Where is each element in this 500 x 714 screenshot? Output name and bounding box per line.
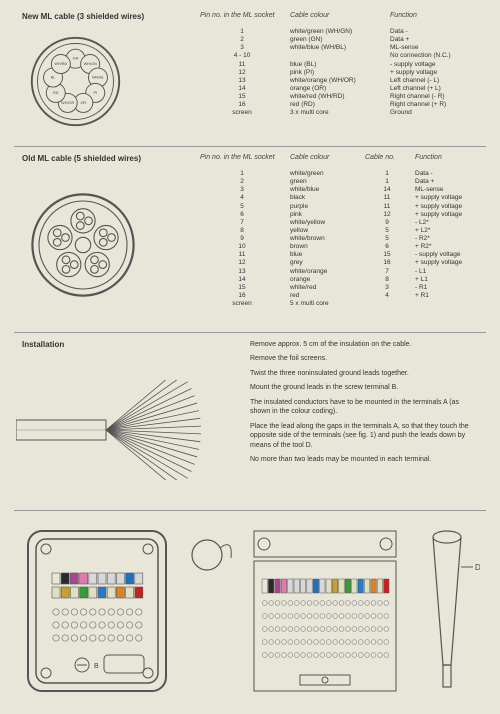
- table-row: 10brown6+ R2*: [200, 243, 468, 251]
- tool-d-diagram: D: [425, 525, 480, 700]
- divider-3: [14, 510, 486, 511]
- junction-box-diagram: B: [22, 525, 172, 700]
- table-row: 6pink12+ supply voltage: [200, 211, 468, 219]
- install-step: Twist the three noninsulated ground lead…: [250, 369, 480, 378]
- section1-header-row: Pin no. in the ML socket Cable colour Fu…: [200, 12, 423, 21]
- old-cable-diagram: [28, 190, 138, 300]
- install-step: The insulated conductors have to be moun…: [250, 398, 480, 417]
- table-row: screen3 x multi coreGround: [200, 109, 457, 117]
- table-row: 14orange8+ L1: [200, 276, 468, 284]
- install-step: No more than two leads may be mounted in…: [250, 455, 480, 464]
- table-row: 1white/green1Data -: [200, 170, 468, 178]
- svg-text:GN: GN: [73, 57, 79, 61]
- table-row: 12pink (PI)+ supply voltage: [200, 69, 457, 77]
- table-row: 4 - 10No connection (N.C.): [200, 52, 457, 60]
- table-row: 14orange (OR)Left channel (+ L): [200, 85, 457, 93]
- table-row: 1white/green (WH/GN)Data -: [200, 28, 457, 36]
- section2-header-row: Pin no. in the ML socket Cable colour Ca…: [200, 154, 448, 163]
- table-row: screen5 x multi core: [200, 300, 468, 308]
- svg-text:RD: RD: [53, 91, 59, 95]
- hdr2-cable: Cable no.: [365, 154, 415, 163]
- hdr-func: Function: [390, 12, 423, 21]
- table-row: 7white/yellow9- L2*: [200, 219, 468, 227]
- install-step: Remove approx. 5 cm of the insulation on…: [250, 340, 480, 349]
- table-row: 3white/blue (WH/BL)ML-sense: [200, 44, 457, 52]
- terminal-strip-diagram: [250, 525, 400, 700]
- section2-table: 1white/green1Data -2green1Data +3white/b…: [200, 170, 468, 308]
- svg-text:WH/GN: WH/GN: [84, 62, 97, 66]
- stripped-cable-diagram: [16, 380, 216, 480]
- table-row: 4black11+ supply voltage: [200, 194, 468, 202]
- svg-text:WH/OR: WH/OR: [61, 101, 74, 105]
- table-row: 15white/red3- R1: [200, 284, 468, 292]
- hdr-pin: Pin no. in the ML socket: [200, 12, 290, 21]
- table-row: 13white/orange (WH/OR)Left channel (- L): [200, 77, 457, 85]
- table-row: 15white/red (WH/RD)Right channel (- R): [200, 93, 457, 101]
- table-row: 9white/brown5- R2*: [200, 235, 468, 243]
- table-row: 5purple11+ supply voltage: [200, 203, 468, 211]
- svg-text:OR: OR: [80, 101, 86, 105]
- hdr2-pin: Pin no. in the ML socket: [200, 154, 290, 163]
- tool-d-label: D: [475, 563, 480, 572]
- svg-text:B: B: [94, 663, 99, 670]
- section1-title: New ML cable (3 shielded wires): [22, 12, 144, 21]
- table-row: 11blue15- supply voltage: [200, 251, 468, 259]
- hdr-colour: Cable colour: [290, 12, 390, 21]
- table-row: 8yellow5+ L2*: [200, 227, 468, 235]
- table-row: 16red4+ R1: [200, 292, 468, 300]
- svg-text:BL: BL: [51, 76, 56, 80]
- table-row: 11blue (BL)- supply voltage: [200, 61, 457, 69]
- table-row: 12grey16+ supply voltage: [200, 259, 468, 267]
- divider-1: [14, 146, 486, 147]
- table-row: 2green1Data +: [200, 178, 468, 186]
- hdr2-colour: Cable colour: [290, 154, 365, 163]
- divider-2: [14, 332, 486, 333]
- new-cable-diagram: GN WH/GN WH/BL PI OR WH/OR RD BL WH/RD: [28, 34, 123, 129]
- wire-loop-icon: [185, 530, 235, 580]
- svg-text:WH/RD: WH/RD: [54, 62, 67, 66]
- installation-steps: Remove approx. 5 cm of the insulation on…: [250, 340, 480, 469]
- table-row: 16red (RD)Right channel (+ R): [200, 101, 457, 109]
- table-row: 2green (GN)Data +: [200, 36, 457, 44]
- hdr2-func: Function: [415, 154, 448, 163]
- svg-text:WH/BL: WH/BL: [92, 76, 104, 80]
- section2-title: Old ML cable (5 shielded wires): [22, 154, 141, 163]
- table-row: 3white/blue14ML-sense: [200, 186, 468, 194]
- svg-text:PI: PI: [93, 91, 97, 95]
- install-step: Place the lead along the gaps in the ter…: [250, 422, 480, 450]
- install-step: Remove the foil screens.: [250, 354, 480, 363]
- section1-table: 1white/green (WH/GN)Data -2green (GN)Dat…: [200, 28, 457, 117]
- install-step: Mount the ground leads in the screw term…: [250, 383, 480, 392]
- table-row: 13white/orange7- L1: [200, 268, 468, 276]
- installation-title: Installation: [22, 340, 64, 349]
